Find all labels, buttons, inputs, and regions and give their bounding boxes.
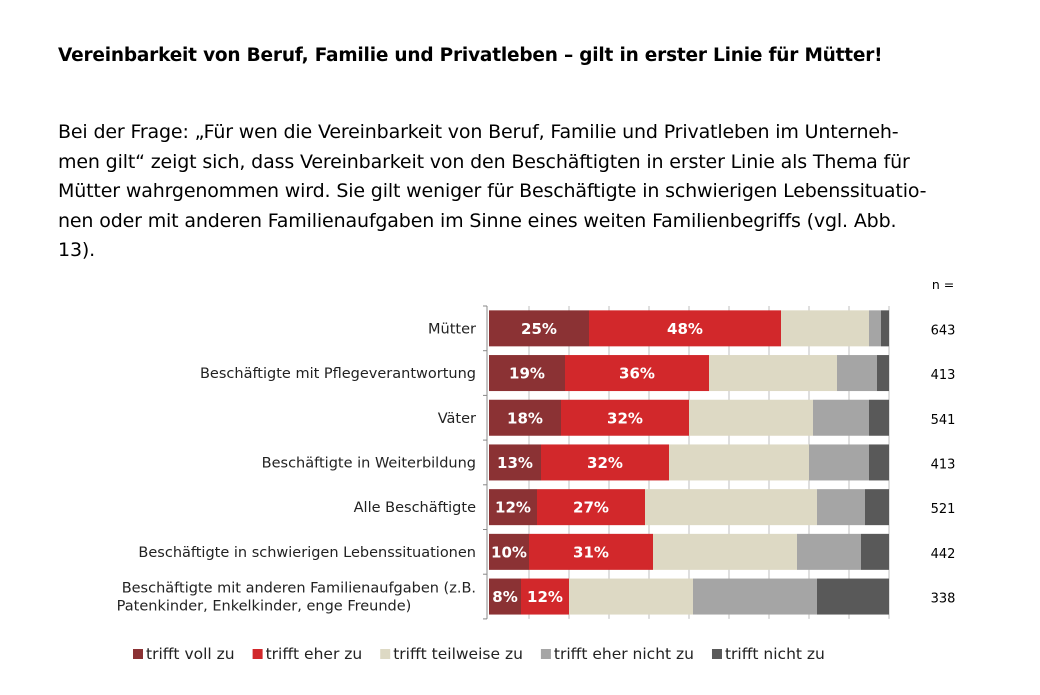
bar-segment (689, 399, 813, 436)
n-header: n = (932, 277, 954, 292)
data-label: 12% (527, 588, 563, 606)
category-label: Beschäftigte in schwierigen Lebenssituat… (138, 545, 476, 561)
bar-segment (877, 355, 889, 392)
bar-segment (589, 310, 781, 347)
category-label: Beschäftigte in Weiterbildung (262, 455, 476, 471)
legend-label: trifft eher zu (266, 645, 363, 663)
bar-segment (489, 355, 565, 392)
legend-label: trifft nicht zu (725, 645, 825, 663)
data-label: 32% (587, 454, 623, 472)
data-label: 27% (573, 499, 609, 517)
category-label: Beschäftigte mit Pflegeverantwortung (200, 366, 476, 382)
legend-swatch (133, 649, 143, 659)
bar-segment (709, 355, 837, 392)
paragraph-line: Mütter wahrgenommen wird. Sie gilt wenig… (58, 180, 927, 203)
legend-swatch (540, 649, 551, 659)
paragraph-line: Bei der Frage: „Für wen die Vereinbarkei… (58, 121, 899, 143)
bar-segment (869, 444, 889, 481)
legend-label: trifft eher nicht zu (554, 645, 694, 663)
legend-swatch (711, 649, 722, 659)
data-label: 10% (491, 543, 527, 561)
bar-segment (781, 310, 869, 347)
data-label: 18% (507, 409, 543, 427)
data-label: 31% (573, 543, 609, 561)
legend-label: trifft voll zu (146, 645, 235, 663)
data-label: 25% (521, 320, 557, 338)
legend-swatch (252, 649, 263, 659)
bar-segment (797, 533, 861, 570)
paragraph-line: 13). (58, 239, 96, 262)
paragraph-line: men gilt“ zeigt sich, dass Vereinbarkeit… (58, 150, 910, 173)
n-value: 643 (931, 323, 956, 338)
body-paragraph: Bei der Frage: „Für wen die Vereinbarkei… (58, 118, 927, 266)
bar-segment (817, 489, 865, 526)
data-label: 19% (509, 365, 545, 383)
data-label: 36% (619, 365, 655, 383)
n-value: 541 (931, 413, 956, 428)
bar-segment (869, 399, 889, 436)
bar-segment (537, 489, 645, 526)
bar-segment (809, 444, 869, 481)
n-value: 521 (931, 502, 956, 517)
bar-segment (881, 310, 889, 347)
bar-segment (489, 578, 521, 615)
bar-segment (489, 310, 589, 347)
data-label: 32% (607, 409, 643, 427)
bar-segment (561, 399, 689, 436)
bar-segment (861, 533, 889, 570)
bar-segment (521, 578, 569, 615)
bar-segment (569, 578, 693, 615)
document-title: Vereinbarkeit von Beruf, Familie und Pri… (58, 45, 883, 66)
bar-segment (837, 355, 877, 392)
n-value: 413 (931, 368, 956, 383)
bar-segment (693, 578, 817, 615)
bar-segment (669, 444, 809, 481)
legend-swatch (380, 649, 391, 659)
bar-segment (813, 399, 869, 436)
category-label: Mütter (428, 321, 476, 337)
data-label: 8% (492, 588, 517, 606)
bar-segment (541, 444, 669, 481)
data-label: 12% (495, 499, 531, 517)
category-label: Patenkinder, Enkelkinder, enge Freunde) (117, 599, 412, 615)
bar-segment (653, 533, 797, 570)
bar-segment (865, 489, 889, 526)
bar-segment (869, 310, 881, 347)
bar-segment (645, 489, 817, 526)
bar-segment (489, 399, 561, 436)
bar-segment (817, 578, 889, 615)
paragraph-line: nen oder mit anderen Familienaufgaben im… (58, 209, 897, 232)
bar-segment (529, 533, 653, 570)
category-label: Alle Beschäftigte (354, 500, 476, 516)
bar-segment (489, 533, 529, 570)
n-value: 413 (931, 457, 956, 472)
bar-segment (489, 489, 537, 526)
category-label: Väter (438, 411, 476, 427)
legend-label: trifft teilweise zu (393, 645, 523, 663)
n-value: 442 (931, 547, 956, 562)
data-label: 13% (497, 454, 533, 472)
bar-segment (565, 355, 709, 392)
n-value: 338 (931, 592, 956, 607)
data-label: 48% (667, 320, 703, 338)
category-label: Beschäftigte mit anderen Familienaufgabe… (122, 581, 476, 597)
bar-segment (489, 444, 541, 481)
